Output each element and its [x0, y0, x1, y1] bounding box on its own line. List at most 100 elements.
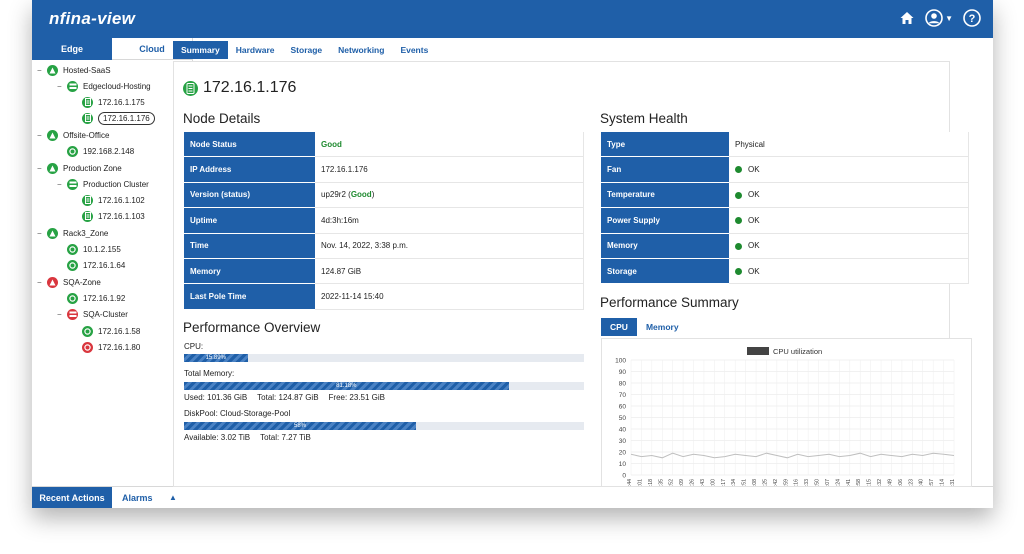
tree-item[interactable]: 172.16.1.175	[72, 95, 145, 109]
tab-storage[interactable]: Storage	[290, 45, 323, 55]
tab-summary[interactable]: Summary	[173, 41, 228, 59]
collapse-toggle-icon[interactable]: −	[37, 163, 42, 173]
tree-item-label: 172.16.1.58	[98, 326, 141, 336]
tree-item[interactable]: 172.16.1.92	[57, 291, 125, 305]
collapse-toggle-icon[interactable]: −	[37, 277, 42, 287]
alarms-tab[interactable]: Alarms	[122, 493, 153, 503]
tab-cloud[interactable]: Cloud	[112, 38, 192, 60]
tab-cpu[interactable]: CPU	[601, 318, 637, 336]
diskpool-total: Total: 7.27 TiB	[260, 433, 311, 442]
collapse-toggle-icon[interactable]: −	[57, 81, 62, 91]
tree-item[interactable]: − Edgecloud-Hosting	[57, 79, 151, 93]
tree-item[interactable]: 172.16.1.176	[72, 111, 155, 125]
collapse-toggle-icon[interactable]: −	[57, 309, 62, 319]
sidebar: Edge Cloud − Hosted-SaaS − Edgecloud-Hostin…	[32, 38, 193, 486]
x-tick-label: 16:33	[804, 479, 810, 486]
zone-icon	[47, 276, 58, 288]
row-value: OK	[729, 233, 969, 259]
expand-arrow-icon[interactable]: ▲	[169, 493, 177, 502]
standalone-icon	[82, 341, 93, 353]
x-tick-label: 12:01	[637, 479, 643, 486]
diskpool-bar-text: 58%	[293, 423, 306, 429]
row-key: Temperature	[601, 182, 729, 209]
value-text: Physical	[735, 139, 765, 149]
node-icon	[82, 210, 93, 222]
server-icon	[183, 80, 198, 96]
tree-item[interactable]: − SQA-Cluster	[57, 307, 128, 321]
help-icon[interactable]: ?	[963, 9, 981, 27]
collapse-toggle-icon[interactable]: −	[37, 65, 42, 75]
x-tick-label: 18:32	[877, 479, 883, 486]
y-tick-label: 0	[622, 473, 626, 480]
memory-label: Total Memory:	[184, 369, 235, 378]
row-key: Fan	[601, 156, 729, 183]
collapse-toggle-icon[interactable]: −	[37, 228, 42, 238]
x-tick-label: 18:15	[867, 479, 873, 486]
value-text: 124.87 GiB	[321, 266, 362, 276]
node-icon	[82, 96, 93, 108]
tree-item[interactable]: − Offsite-Office	[37, 128, 109, 142]
diskpool-label: DiskPool: Cloud-Storage-Pool	[184, 409, 291, 418]
x-tick-label: 17:07	[825, 479, 831, 486]
node-title-text: 172.16.1.176	[203, 79, 297, 96]
value-text: up29r2	[321, 190, 346, 200]
x-tick-label: 15:08	[752, 479, 758, 486]
cpu-bar-fill: 15.89%	[184, 354, 248, 362]
tree-item[interactable]: 172.16.1.58	[72, 324, 140, 338]
standalone-icon	[67, 259, 78, 271]
user-menu-icon[interactable]	[925, 9, 943, 27]
x-tick-label: 13:26	[690, 479, 696, 486]
zone-icon	[47, 129, 58, 141]
table-row: Version (status) up29r2 (Good)	[184, 182, 584, 209]
tree-item-label: 172.16.1.103	[98, 211, 145, 221]
y-tick-label: 70	[619, 392, 627, 399]
node-icon	[82, 112, 93, 124]
x-tick-label: 17:58	[856, 479, 862, 486]
chevron-down-icon[interactable]: ▼	[945, 13, 953, 23]
status-ok-icon	[735, 191, 742, 199]
standalone-icon	[67, 145, 78, 157]
tree-item[interactable]: 172.16.1.80	[72, 340, 140, 354]
status-ok-icon	[735, 242, 742, 250]
table-row: Fan OK	[601, 156, 969, 183]
status-good-text: Good	[350, 190, 372, 200]
value-text: Nov. 14, 2022, 3:38 p.m.	[321, 241, 409, 251]
row-value: Physical	[729, 132, 969, 158]
tree-item[interactable]: 172.16.1.64	[57, 258, 125, 272]
cpu-label: CPU:	[184, 342, 204, 351]
tree-item[interactable]: 10.1.2.155	[57, 242, 121, 256]
tree-item[interactable]: − Rack3_Zone	[37, 226, 108, 240]
y-tick-label: 20	[619, 450, 627, 457]
value-text: OK	[748, 190, 760, 200]
table-row: Uptime 4d:3h:16m	[184, 207, 584, 234]
tab-events[interactable]: Events	[400, 45, 429, 55]
tab-memory[interactable]: Memory	[645, 322, 679, 332]
home-icon[interactable]	[899, 10, 915, 26]
tree-item-label: Hosted-SaaS	[63, 65, 111, 75]
recent-actions-tab[interactable]: Recent Actions	[32, 487, 112, 508]
collapse-toggle-icon[interactable]: −	[37, 130, 42, 140]
memory-total: Total: 124.87 GiB	[257, 393, 319, 402]
main-tabs: Summary Hardware Storage Networking Even…	[173, 41, 436, 59]
tree-item[interactable]: 172.16.1.103	[72, 209, 145, 223]
cpu-utilization-chart: CPU utilization 0 10 20 30 40 50 60 70 80 90 100 11:…	[615, 347, 956, 492]
tree-item[interactable]: 172.16.1.102	[72, 193, 145, 207]
value-text: OK	[748, 241, 760, 251]
tree-item[interactable]: − Production Zone	[37, 161, 122, 175]
tab-networking[interactable]: Networking	[338, 45, 385, 55]
x-tick-label: 15:25	[762, 479, 768, 486]
tab-hardware[interactable]: Hardware	[235, 45, 275, 55]
tree-item-label: Edgecloud-Hosting	[83, 81, 151, 91]
tree-item[interactable]: − Hosted-SaaS	[37, 63, 111, 77]
value-text: 4d:3h:16m	[321, 215, 359, 225]
memory-bar-fill: 81.18%	[184, 382, 509, 390]
tab-edge[interactable]: Edge	[32, 38, 112, 60]
app-logo[interactable]: nfina-view	[49, 9, 136, 28]
tree-item[interactable]: − SQA-Zone	[37, 275, 101, 289]
x-tick-label: 19:06	[898, 479, 904, 486]
tree-item-label: 172.16.1.64	[83, 260, 126, 270]
row-value: 4d:3h:16m	[315, 207, 584, 234]
tree-item[interactable]: − Production Cluster	[57, 177, 149, 191]
collapse-toggle-icon[interactable]: −	[57, 179, 62, 189]
tree-item[interactable]: 192.168.2.148	[57, 144, 134, 158]
